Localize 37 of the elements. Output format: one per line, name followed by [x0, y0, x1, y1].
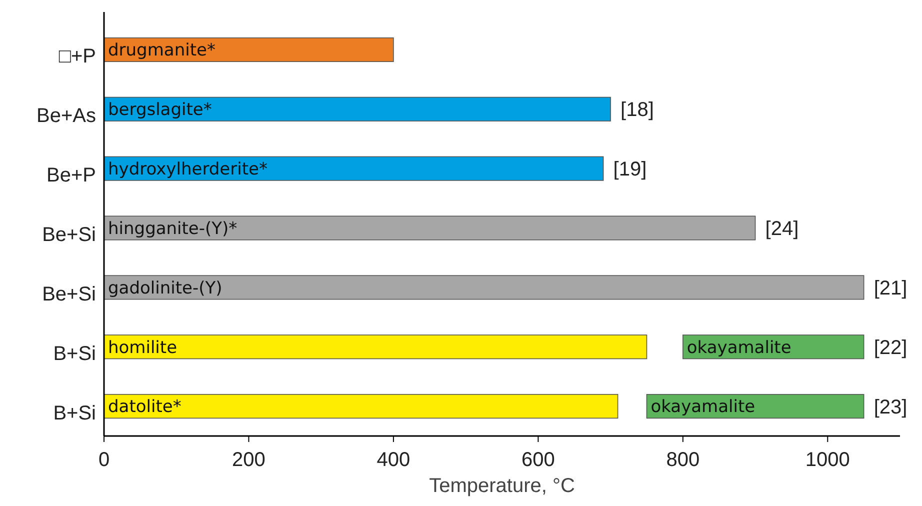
- bar: [104, 275, 864, 300]
- x-tick-label: 400: [376, 449, 410, 471]
- x-tick-label: 200: [232, 449, 266, 471]
- data-label: okayamalite: [650, 397, 756, 418]
- y-tick-label: □+P: [58, 46, 96, 68]
- y-tick-label: Be+P: [46, 164, 96, 187]
- bar: [104, 156, 604, 181]
- data-label: okayamalite: [686, 338, 792, 358]
- bar: [104, 96, 611, 122]
- annotation: [19]: [613, 158, 647, 181]
- data-label: bergslagite*: [108, 100, 212, 120]
- bar: [646, 394, 864, 419]
- y-tick-label: B+Si: [53, 402, 96, 424]
- x-tick-label: 600: [521, 449, 555, 471]
- data-label: datolite*: [108, 397, 182, 418]
- x-axis-title: Temperature, °C: [429, 475, 575, 497]
- annotation: [24]: [765, 218, 799, 240]
- data-label: hydroxylherderite*: [108, 160, 268, 180]
- data-label: homilite: [108, 338, 178, 358]
- bar: [104, 394, 618, 419]
- data-label: hingganite-(Y)*: [108, 218, 238, 239]
- data-label: gadolinite-(Y): [108, 278, 222, 298]
- x-tick-label: 0: [98, 449, 110, 471]
- annotation: [18]: [620, 99, 654, 122]
- data-label: drugmanite*: [108, 40, 216, 61]
- x-tick-label: 800: [666, 449, 700, 471]
- bar: [104, 334, 648, 360]
- annotation: [22]: [874, 336, 908, 359]
- y-tick-label: Be+As: [36, 105, 96, 128]
- bar: [104, 216, 756, 240]
- y-tick-label: Be+Si: [42, 224, 96, 246]
- x-tick-label: 1000: [805, 449, 850, 471]
- annotation: [23]: [874, 396, 908, 418]
- annotation: [21]: [874, 277, 908, 300]
- y-tick-label: B+Si: [53, 342, 96, 365]
- bar: [104, 37, 394, 62]
- y-tick-label: Be+Si: [42, 283, 96, 306]
